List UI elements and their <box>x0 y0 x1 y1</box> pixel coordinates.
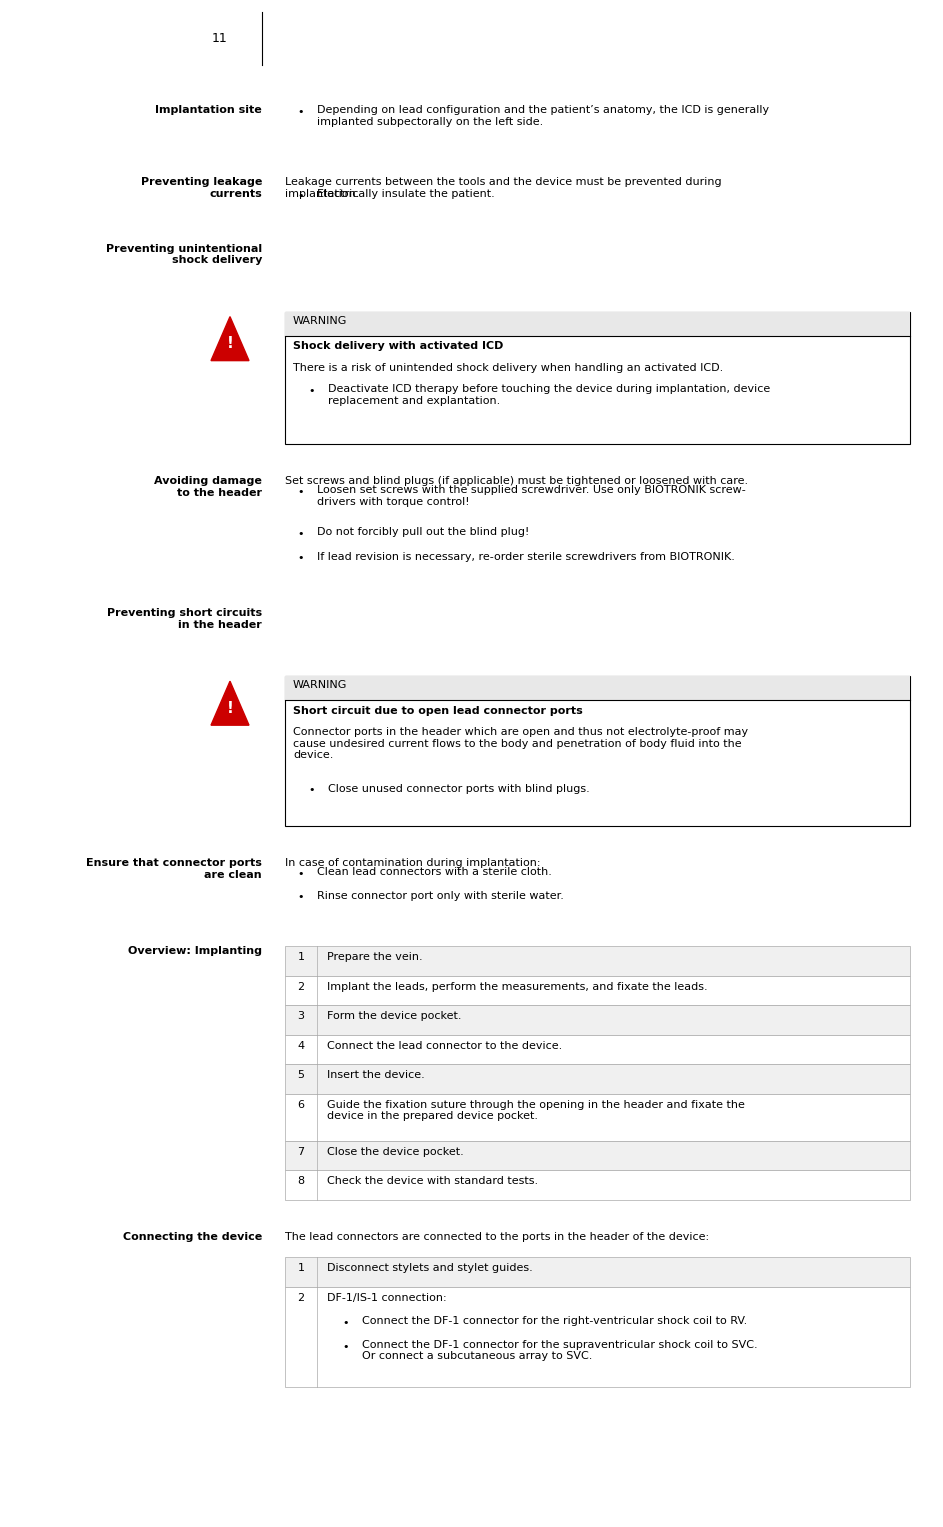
Text: Depending on lead configuration and the patient’s anatomy, the ICD is generally
: Depending on lead configuration and the … <box>317 105 769 127</box>
Bar <box>285 1093 910 1141</box>
Bar <box>285 1287 910 1387</box>
Polygon shape <box>211 316 249 360</box>
Text: 7: 7 <box>297 1147 305 1157</box>
Text: •: • <box>297 553 304 563</box>
Text: DF-1/IS-1 connection:: DF-1/IS-1 connection: <box>327 1293 447 1303</box>
Bar <box>285 1170 910 1200</box>
Text: 2: 2 <box>297 1293 305 1303</box>
Bar <box>285 676 910 826</box>
Text: Ensure that connector ports
are clean: Ensure that connector ports are clean <box>86 858 262 880</box>
Text: •: • <box>308 386 315 395</box>
Text: Set screws and blind plugs (if applicable) must be tightened or loosened with ca: Set screws and blind plugs (if applicabl… <box>285 476 748 486</box>
Text: 8: 8 <box>297 1176 305 1186</box>
Text: 1: 1 <box>297 953 305 962</box>
Text: •: • <box>308 785 315 796</box>
Text: Preventing unintentional
shock delivery: Preventing unintentional shock delivery <box>106 244 262 266</box>
Text: •: • <box>342 1318 349 1328</box>
Text: Connector ports in the header which are open and thus not electrolyte-proof may
: Connector ports in the header which are … <box>293 727 748 760</box>
Bar <box>285 1141 910 1170</box>
Text: Close unused connector ports with blind plugs.: Close unused connector ports with blind … <box>328 783 589 794</box>
Text: Do not forcibly pull out the blind plug!: Do not forcibly pull out the blind plug! <box>317 527 529 538</box>
Text: Connecting the device: Connecting the device <box>123 1232 262 1241</box>
Text: Implantation site: Implantation site <box>156 105 262 115</box>
Text: Connect the DF-1 connector for the supraventricular shock coil to SVC.
Or connec: Connect the DF-1 connector for the supra… <box>362 1339 757 1362</box>
Bar <box>285 1035 910 1064</box>
Text: Check the device with standard tests.: Check the device with standard tests. <box>327 1176 538 1186</box>
Text: •: • <box>297 869 304 880</box>
Text: Rinse connector port only with sterile water.: Rinse connector port only with sterile w… <box>317 890 564 901</box>
Text: 3: 3 <box>297 1011 305 1022</box>
Text: Deactivate ICD therapy before touching the device during implantation, device
re: Deactivate ICD therapy before touching t… <box>328 385 770 406</box>
Text: Preventing leakage
currents: Preventing leakage currents <box>141 177 262 199</box>
Text: •: • <box>297 487 304 496</box>
Bar <box>285 1257 910 1287</box>
Text: WARNING: WARNING <box>293 316 347 325</box>
Text: 11: 11 <box>212 32 228 44</box>
Text: Leakage currents between the tools and the device must be prevented during
impla: Leakage currents between the tools and t… <box>285 177 721 199</box>
Text: Electrically insulate the patient.: Electrically insulate the patient. <box>317 189 495 199</box>
Text: Disconnect stylets and stylet guides.: Disconnect stylets and stylet guides. <box>327 1263 533 1274</box>
Text: In case of contamination during implantation:: In case of contamination during implanta… <box>285 858 540 869</box>
Text: Overview: Implanting: Overview: Implanting <box>128 947 262 956</box>
Text: !: ! <box>226 701 234 716</box>
Text: Connect the DF-1 connector for the right-ventricular shock coil to RV.: Connect the DF-1 connector for the right… <box>362 1316 747 1327</box>
Text: Insert the device.: Insert the device. <box>327 1070 424 1080</box>
Bar <box>285 676 910 699</box>
Text: •: • <box>297 107 304 116</box>
Bar <box>285 312 910 444</box>
Bar <box>285 1064 910 1093</box>
Text: WARNING: WARNING <box>293 680 347 690</box>
Text: There is a risk of unintended shock delivery when handling an activated ICD.: There is a risk of unintended shock deli… <box>293 362 723 373</box>
Text: Avoiding damage
to the header: Avoiding damage to the header <box>154 476 262 498</box>
Text: 2: 2 <box>297 982 305 991</box>
Text: •: • <box>297 892 304 902</box>
Bar <box>285 1005 910 1035</box>
Text: If lead revision is necessary, re-order sterile screwdrivers from BIOTRONIK.: If lead revision is necessary, re-order … <box>317 551 735 562</box>
Text: Prepare the vein.: Prepare the vein. <box>327 953 422 962</box>
Bar <box>285 312 910 336</box>
Text: •: • <box>297 191 304 202</box>
Text: Guide the fixation suture through the opening in the header and fixate the
devic: Guide the fixation suture through the op… <box>327 1099 745 1121</box>
Text: Shock delivery with activated ICD: Shock delivery with activated ICD <box>293 341 504 351</box>
Text: Short circuit due to open lead connector ports: Short circuit due to open lead connector… <box>293 705 583 716</box>
Text: 4: 4 <box>297 1041 305 1051</box>
Text: 6: 6 <box>297 1099 305 1110</box>
Polygon shape <box>211 681 249 725</box>
Bar <box>285 947 910 976</box>
Text: Loosen set screws with the supplied screwdriver. Use only BIOTRONIK screw-
drive: Loosen set screws with the supplied scre… <box>317 486 746 507</box>
Text: Implant the leads, perform the measurements, and fixate the leads.: Implant the leads, perform the measureme… <box>327 982 707 991</box>
Text: •: • <box>297 528 304 539</box>
Text: !: ! <box>226 336 234 351</box>
Text: The lead connectors are connected to the ports in the header of the device:: The lead connectors are connected to the… <box>285 1232 709 1241</box>
Text: Connect the lead connector to the device.: Connect the lead connector to the device… <box>327 1041 562 1051</box>
Text: 1: 1 <box>297 1263 305 1274</box>
Text: Preventing short circuits
in the header: Preventing short circuits in the header <box>107 608 262 629</box>
Text: 5: 5 <box>297 1070 305 1080</box>
Text: Close the device pocket.: Close the device pocket. <box>327 1147 464 1157</box>
Text: •: • <box>342 1342 349 1351</box>
Bar <box>285 976 910 1005</box>
Text: Form the device pocket.: Form the device pocket. <box>327 1011 461 1022</box>
Text: Clean lead connectors with a sterile cloth.: Clean lead connectors with a sterile clo… <box>317 867 552 876</box>
